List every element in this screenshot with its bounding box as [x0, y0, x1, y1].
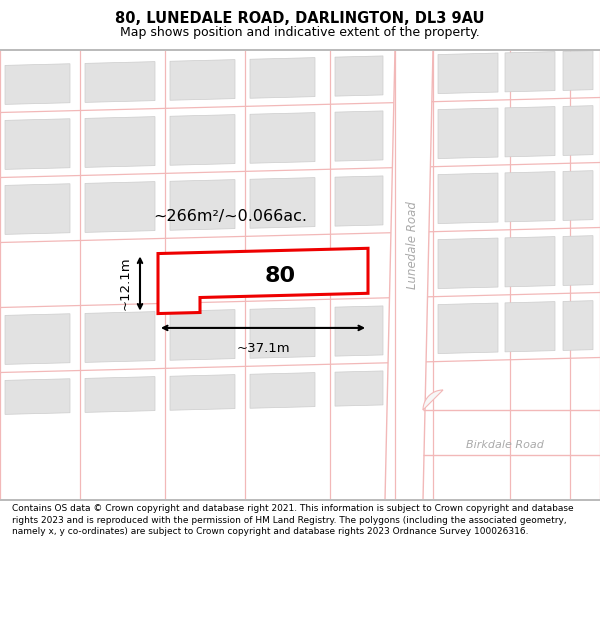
Polygon shape	[335, 176, 383, 226]
Polygon shape	[5, 379, 70, 414]
Polygon shape	[385, 50, 433, 500]
Polygon shape	[563, 51, 593, 91]
Polygon shape	[170, 179, 235, 230]
Polygon shape	[438, 53, 498, 94]
Text: Contains OS data © Crown copyright and database right 2021. This information is : Contains OS data © Crown copyright and d…	[12, 504, 574, 536]
Polygon shape	[85, 312, 155, 362]
Polygon shape	[250, 372, 315, 408]
Text: 80: 80	[265, 266, 296, 286]
Text: Lunedale Road: Lunedale Road	[406, 201, 419, 289]
Polygon shape	[170, 374, 235, 410]
Polygon shape	[505, 52, 555, 92]
Polygon shape	[505, 172, 555, 222]
Text: ~12.1m: ~12.1m	[119, 257, 132, 311]
Polygon shape	[438, 173, 498, 224]
Polygon shape	[335, 371, 383, 406]
Polygon shape	[170, 114, 235, 165]
Polygon shape	[563, 236, 593, 286]
Polygon shape	[438, 238, 498, 289]
Polygon shape	[505, 302, 555, 352]
Polygon shape	[250, 308, 315, 358]
Polygon shape	[85, 117, 155, 168]
Polygon shape	[170, 59, 235, 100]
Polygon shape	[250, 58, 315, 98]
Polygon shape	[250, 177, 315, 228]
Polygon shape	[505, 107, 555, 157]
Polygon shape	[85, 377, 155, 412]
Text: ~37.1m: ~37.1m	[236, 342, 290, 355]
Polygon shape	[563, 106, 593, 156]
Polygon shape	[438, 108, 498, 159]
Polygon shape	[505, 237, 555, 287]
Polygon shape	[423, 390, 443, 410]
Polygon shape	[335, 56, 383, 96]
Polygon shape	[158, 248, 368, 314]
Polygon shape	[5, 184, 70, 234]
Polygon shape	[335, 306, 383, 356]
Polygon shape	[5, 314, 70, 364]
Polygon shape	[85, 182, 155, 232]
Text: Map shows position and indicative extent of the property.: Map shows position and indicative extent…	[120, 26, 480, 39]
Polygon shape	[5, 119, 70, 169]
Polygon shape	[5, 64, 70, 104]
Polygon shape	[170, 309, 235, 360]
Polygon shape	[250, 112, 315, 163]
Polygon shape	[563, 301, 593, 351]
Polygon shape	[335, 111, 383, 161]
Text: ~266m²/~0.066ac.: ~266m²/~0.066ac.	[153, 209, 307, 224]
Text: Birkdale Road: Birkdale Road	[466, 440, 544, 450]
Polygon shape	[85, 62, 155, 102]
Polygon shape	[438, 303, 498, 354]
Text: 80, LUNEDALE ROAD, DARLINGTON, DL3 9AU: 80, LUNEDALE ROAD, DARLINGTON, DL3 9AU	[115, 11, 485, 26]
Polygon shape	[563, 171, 593, 221]
